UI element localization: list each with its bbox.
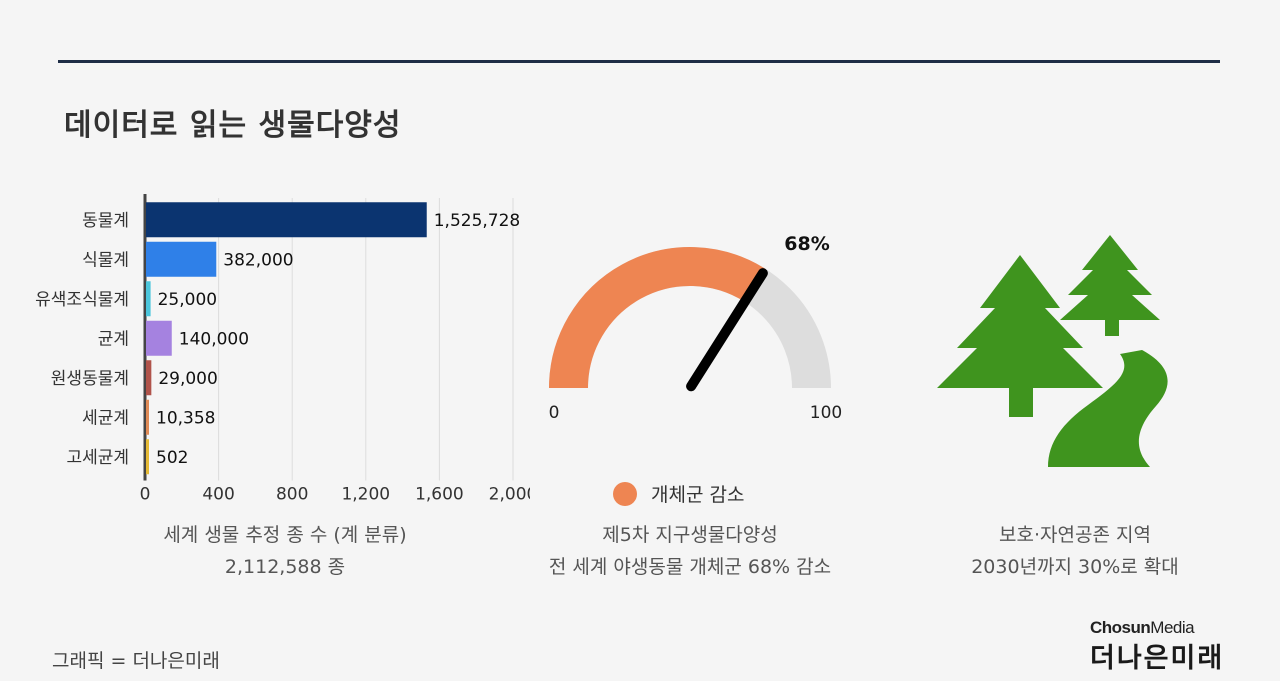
x-tick-label: 800 (276, 485, 308, 505)
category-label: 유색조식물계 (35, 290, 129, 310)
population-caption: 제5차 지구생물다양성 전 세계 야생동물 개체군 68% 감소 (520, 519, 860, 583)
species-caption: 세계 생물 추정 종 수 (계 분류) 2,112,588 종 (110, 519, 460, 583)
bar (146, 320, 172, 356)
legend-swatch (613, 481, 637, 506)
winding-path-icon (1048, 350, 1168, 467)
category-label: 원생동물계 (51, 369, 129, 389)
page-title: 데이터로 읽는 생물다양성 (64, 108, 402, 143)
value-label: 29,000 (158, 369, 217, 389)
protected-caption-line2: 2030년까지 30%로 확대 (971, 556, 1179, 578)
forest-illustration (920, 220, 1200, 480)
small-tree-trunk (1105, 316, 1119, 336)
x-tick-label: 2,000 (489, 485, 530, 505)
brand-logo: ChosunMedia 더나은미래 (1090, 618, 1224, 675)
graphic-credit: 그래픽 = 더나은미래 (52, 650, 220, 672)
population-gauge: 68% 0 100 (530, 220, 860, 520)
category-label: 균계 (98, 329, 129, 349)
gauge-min-label: 0 (549, 403, 560, 423)
x-tick-label: 1,600 (415, 485, 464, 505)
bar (146, 241, 217, 277)
x-tick-label: 1,200 (341, 485, 390, 505)
bar (146, 439, 149, 475)
species-bar-chart-svg: 0 400 800 1,200 1,600 2,000 동물계 1,525,728 식물계 382… (35, 194, 537, 505)
x-tick-label: 400 (202, 485, 234, 505)
gauge-legend: 개체군 감소 (613, 480, 744, 507)
species-caption-line1: 세계 생물 추정 종 수 (계 분류) (163, 524, 407, 546)
bar (146, 399, 149, 435)
bar (146, 360, 152, 396)
protected-caption-line1: 보호·자연공존 지역 (999, 524, 1151, 546)
value-label: 1,525,728 (434, 211, 521, 231)
brand-name: 더나은미래 (1090, 643, 1225, 674)
top-rule (58, 60, 1220, 63)
category-label: 세균계 (82, 408, 129, 428)
category-label: 고세균계 (66, 448, 129, 468)
category-label: 동물계 (82, 211, 129, 231)
population-gauge-svg: 68% 0 100 (549, 233, 843, 423)
small-tree-icon (1060, 235, 1160, 320)
gauge-value-label: 68% (784, 233, 829, 255)
value-label: 140,000 (179, 329, 249, 349)
big-tree-icon (937, 255, 1103, 388)
brand-media: Media (1150, 618, 1195, 637)
value-label: 10,358 (156, 408, 215, 428)
category-label: 식물계 (82, 250, 129, 270)
legend-label: 개체군 감소 (651, 484, 745, 506)
species-bar-chart: 0 400 800 1,200 1,600 2,000 동물계 1,525,728 식물계 382… (0, 180, 537, 520)
brand-chosun: Chosun (1090, 618, 1151, 637)
species-caption-line2: 2,112,588 종 (224, 556, 346, 578)
value-label: 502 (156, 448, 188, 468)
value-label: 382,000 (223, 250, 293, 270)
gauge-fill (549, 247, 766, 389)
gauge-needle (686, 268, 768, 392)
bar (146, 281, 151, 317)
population-caption-line1: 제5차 지구생물다양성 (602, 524, 778, 546)
big-tree-trunk (1009, 382, 1033, 417)
protected-caption: 보호·자연공존 지역 2030년까지 30%로 확대 (920, 519, 1230, 583)
gauge-max-label: 100 (810, 403, 842, 423)
bar (146, 202, 427, 238)
value-label: 25,000 (158, 290, 217, 310)
forest-icon (937, 235, 1168, 467)
x-tick-label: 0 (140, 485, 151, 505)
population-caption-line2: 전 세계 야생동물 개체군 68% 감소 (548, 556, 832, 578)
